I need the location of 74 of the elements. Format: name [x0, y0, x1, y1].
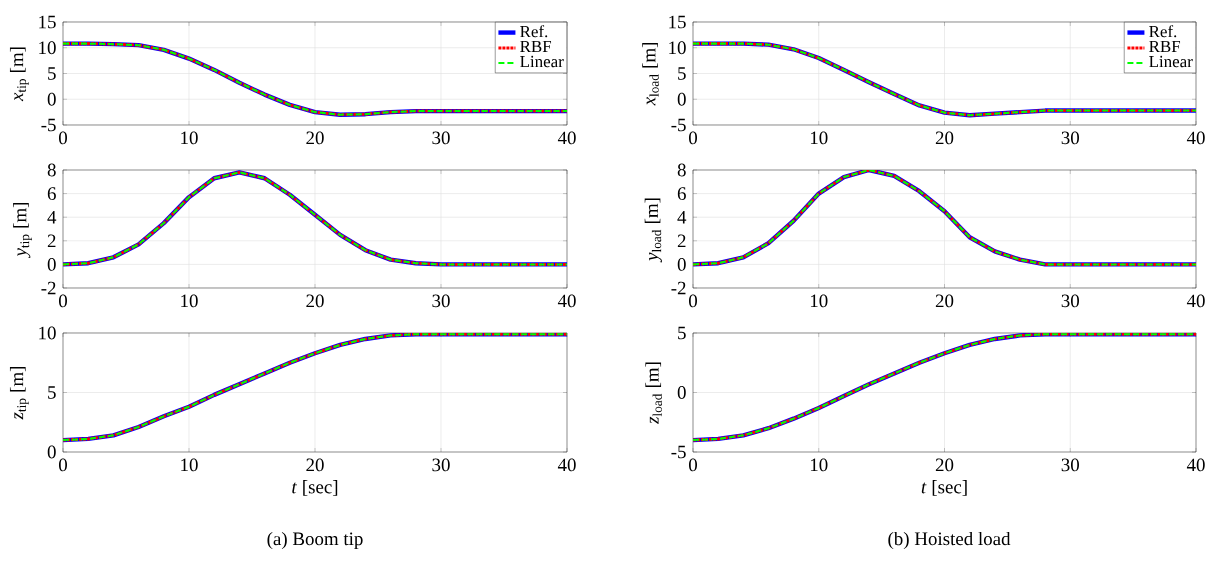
x-tick-label: 20: [935, 458, 954, 472]
y-tick-label: 0: [47, 258, 56, 271]
legend-label: Ref.: [1149, 25, 1177, 38]
x-tick-label: 10: [810, 458, 828, 472]
y-tick-label: 5: [678, 326, 686, 340]
y-axis-title: x$_{load}$ [m]: [642, 43, 659, 106]
y-tick-label: 0: [47, 445, 56, 459]
x-tick-label: 30: [1061, 458, 1079, 472]
x-tick-label: 20: [935, 294, 954, 308]
x-tick-label: 20: [306, 294, 324, 308]
y-tick-label: 8: [677, 163, 686, 177]
x-tick-label: 30: [432, 294, 450, 308]
x-tick-label: 20: [306, 458, 324, 472]
x-tick-label: 40: [557, 458, 576, 472]
legend-label: Linear: [1149, 55, 1193, 68]
y-tick-label: -5: [41, 118, 56, 132]
y-axis-title: z$_{load}$ [m]: [645, 362, 662, 425]
y-tick-label: 0: [677, 92, 686, 106]
x-tick-label: 0: [58, 294, 67, 308]
y-axis-title: x$_{tip}$ [m]: [9, 47, 29, 102]
x-axis-title: t [sec]: [921, 480, 967, 496]
x-tick-label: 30: [432, 458, 450, 472]
x-tick-label: 0: [58, 131, 67, 145]
x-tick-label: 40: [557, 131, 576, 145]
y-tick-label: 4: [677, 210, 687, 224]
y-tick-label: 15: [669, 15, 686, 29]
legend-label: RBF: [1149, 40, 1181, 53]
legend-label: RBF: [520, 40, 552, 53]
x-tick-label: 30: [1061, 131, 1079, 145]
x-tick-label: 20: [935, 131, 954, 145]
y-tick-label: 0: [677, 386, 686, 399]
y-tick-label: -5: [671, 445, 686, 459]
x-tick-label: 0: [58, 458, 67, 472]
y-tick-label: 0: [47, 92, 56, 106]
y-tick-label: -5: [671, 118, 686, 132]
x-tick-label: 10: [181, 131, 198, 145]
y-tick-label: 0: [677, 258, 686, 271]
x-tick-label: 30: [432, 131, 450, 145]
x-tick-label: 20: [306, 131, 324, 145]
y-tick-label: 5: [48, 67, 56, 80]
x-tick-label: 10: [810, 294, 828, 308]
y-tick-label: -2: [671, 281, 686, 295]
legend-label: Linear: [520, 55, 564, 68]
y-tick-label: -2: [41, 281, 56, 295]
y-tick-label: 4: [47, 210, 57, 224]
y-tick-label: 10: [669, 41, 686, 55]
text: (b) Hoisted load: [888, 531, 1011, 550]
y-tick-label: 10: [39, 41, 56, 55]
x-tick-label: 0: [689, 294, 698, 308]
y-axis-title: z$_{tip}$ [m]: [9, 366, 29, 420]
x-tick-label: 0: [689, 131, 698, 145]
x-tick-label: 30: [1061, 294, 1079, 308]
text: (a) Boom tip: [267, 531, 363, 550]
y-tick-label: 8: [47, 163, 56, 177]
y-tick-label: 10: [39, 326, 56, 340]
x-tick-label: 40: [1186, 131, 1205, 145]
x-tick-label: 40: [557, 294, 576, 308]
x-tick-label: 40: [1186, 294, 1205, 308]
y-tick-label: 5: [678, 67, 686, 80]
x-axis-title: t [sec]: [292, 480, 338, 496]
y-tick-label: 6: [677, 187, 686, 200]
y-axis-title: y$_{load}$ [m]: [644, 198, 662, 263]
y-tick-label: 15: [39, 15, 56, 29]
x-tick-label: 0: [689, 458, 698, 472]
y-tick-label: 5: [48, 386, 56, 399]
x-tick-label: 10: [810, 131, 828, 145]
y-tick-label: 2: [677, 234, 686, 248]
x-tick-label: 10: [181, 294, 198, 308]
legend-label: Ref.: [520, 25, 548, 38]
y-tick-label: 6: [47, 187, 56, 200]
x-tick-label: 40: [1186, 458, 1205, 472]
y-axis-title: y$_{tip}$ [m]: [13, 202, 32, 259]
x-tick-label: 10: [181, 458, 198, 472]
y-tick-label: 2: [47, 234, 56, 248]
